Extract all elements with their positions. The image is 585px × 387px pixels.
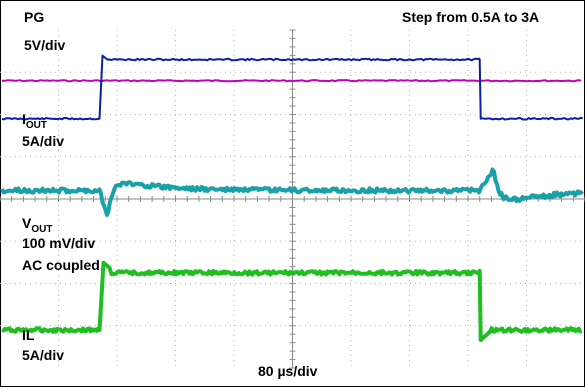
vout-coupling-label: AC coupled bbox=[22, 257, 100, 273]
iout-label-sub: OUT bbox=[26, 120, 47, 131]
chart-title: Step from 0.5A to 3A bbox=[402, 9, 539, 25]
pg-scale-label: 5V/div bbox=[24, 37, 65, 53]
il-label: IL bbox=[22, 327, 35, 343]
vout-scale-label: 100 mV/div bbox=[22, 235, 95, 251]
time-scale-label: 80 µs/div bbox=[258, 363, 318, 379]
il-scale-label: 5A/div bbox=[22, 347, 64, 363]
pg-trace bbox=[2, 80, 581, 81]
pg-label: PG bbox=[24, 9, 44, 25]
iout-scale-label: 5A/div bbox=[22, 133, 64, 149]
vout-label-sub: OUT bbox=[31, 224, 52, 235]
